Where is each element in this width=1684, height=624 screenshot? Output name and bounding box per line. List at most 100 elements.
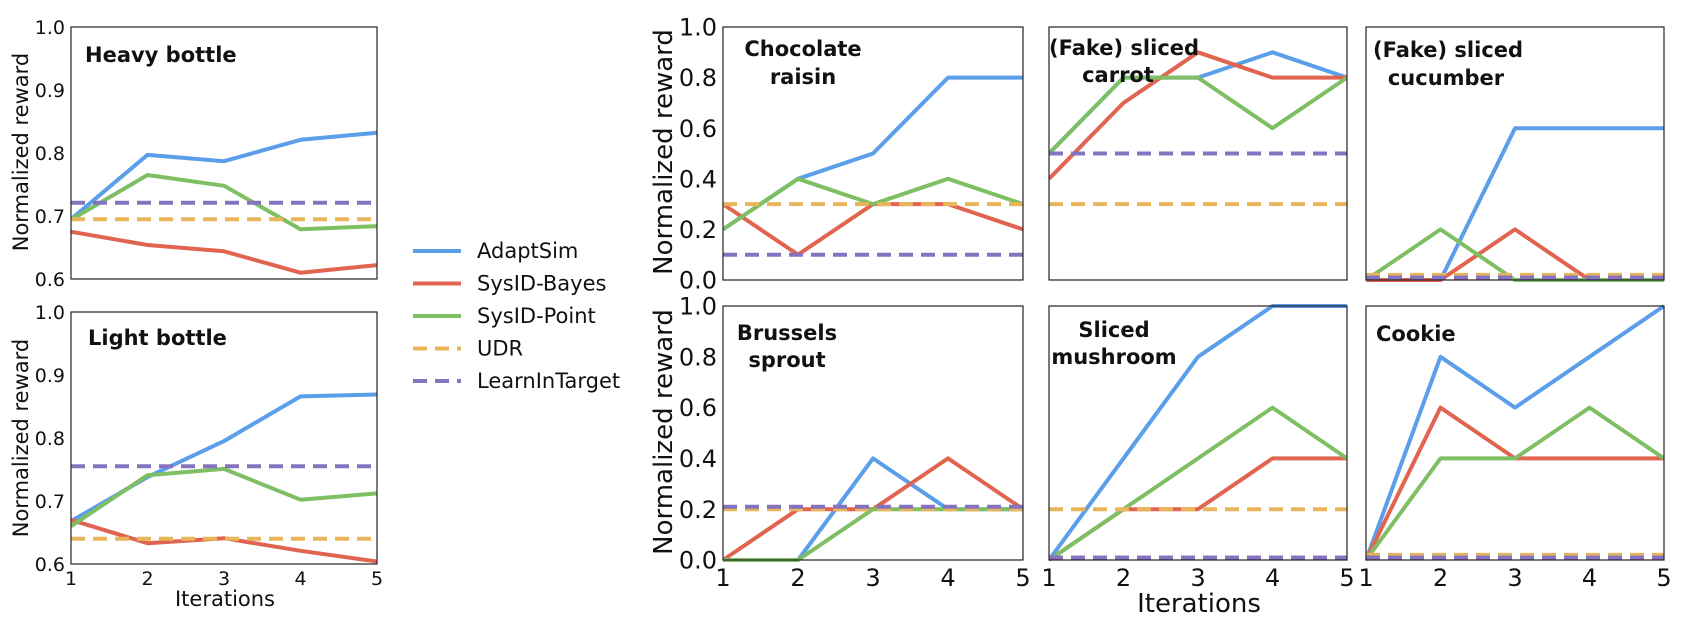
panel-title: Chocolate [744, 37, 861, 61]
x-tick-label: 2 [790, 564, 805, 592]
x-tick-label: 2 [141, 568, 153, 590]
left-bottom-ylabel: Normalized reward [9, 339, 33, 538]
y-tick-label: 0.8 [35, 428, 65, 450]
y-tick-label: 1.0 [35, 17, 65, 39]
plot-frame [1048, 305, 1348, 561]
x-tick-label: 1 [1041, 564, 1056, 592]
legend-label: UDR [477, 337, 523, 361]
series-line-adaptsim [1366, 304, 1664, 561]
series-group [723, 75, 1023, 257]
y-tick-label: 1.0 [679, 293, 717, 321]
series-line-sysid-bayes [71, 517, 377, 564]
legend-label: LearnInTarget [477, 369, 620, 393]
chart-panel: 0.6 0.7 0.8 0.9 1.0 Heavy bottle [35, 17, 378, 291]
panel-title: Heavy bottle [85, 43, 237, 67]
panel-title: Cookie [1376, 322, 1456, 346]
plot-frame [1365, 305, 1665, 561]
x-tick-label: 3 [1190, 564, 1205, 592]
x-tick-label: 4 [294, 568, 306, 590]
series-line-sysid-bayes [71, 229, 377, 275]
chart-panel: (Fake) sliced cucumber [1365, 26, 1665, 282]
x-tick-label: 2 [1116, 564, 1131, 592]
y-tick-label: 1.0 [679, 14, 717, 42]
y-tick-label: 0.7 [35, 491, 65, 513]
y-tick-label: 0.4 [679, 445, 717, 473]
chart-panel: 0.0 0.2 0.4 0.6 0.8 1.0 Chocolate raisin [679, 14, 1024, 295]
y-tick-label: 0.8 [679, 343, 717, 371]
y-tick-label: 1.0 [35, 302, 65, 324]
y-tick-label: 0.6 [679, 115, 717, 143]
y-tick-label: 0.2 [679, 216, 717, 244]
y-tick-label: 0.6 [679, 394, 717, 422]
x-tick-label: 5 [1339, 564, 1354, 592]
x-tick-label: 4 [1582, 564, 1597, 592]
y-tick-label: 0.4 [679, 165, 717, 193]
y-tick-label: 0.2 [679, 496, 717, 524]
x-tick-label: 5 [1656, 564, 1671, 592]
x-tick-label: 5 [1015, 564, 1030, 592]
y-tick-label: 0.6 [35, 554, 65, 576]
plot-frame [70, 311, 378, 565]
x-tick-label: 3 [865, 564, 880, 592]
panel-title: mushroom [1051, 345, 1176, 369]
panel-title: Light bottle [88, 326, 227, 350]
panel-title: Sliced [1078, 318, 1149, 342]
legend-label: SysID-Bayes [477, 272, 606, 296]
legend: AdaptSim SysID-Bayes SysID-Point UDR LearnIn… [413, 239, 620, 393]
panel-title: cucumber [1388, 66, 1505, 90]
x-tick-label: 3 [218, 568, 230, 590]
y-tick-label: 0.9 [35, 365, 65, 387]
series-group [1049, 50, 1347, 207]
right-bottom-ylabel: Normalized reward [649, 309, 679, 555]
chart-panel: (Fake) sliced carrot [1048, 26, 1348, 281]
plot-frame [1048, 26, 1348, 281]
x-tick-label: 2 [1433, 564, 1448, 592]
x-tick-label: 4 [940, 564, 955, 592]
panel-title: (Fake) sliced [1049, 36, 1199, 60]
panel-title: carrot [1082, 63, 1154, 87]
chart-panel: 1 2 3 4 5 Cookie [1358, 304, 1672, 592]
chart-panel: 0.6 0.7 0.8 0.9 1.0 1 2 3 4 5 Light bottle [35, 302, 383, 590]
panel-title: (Fake) sliced [1373, 38, 1523, 62]
series-line-sysid-point [1366, 405, 1664, 562]
legend-label: SysID-Point [477, 304, 596, 328]
y-tick-label: 0.9 [35, 80, 65, 102]
series-line-sysid-point [71, 173, 377, 232]
x-tick-label: 1 [65, 568, 77, 590]
plot-frame [722, 26, 1024, 281]
panel-title: raisin [770, 65, 836, 89]
chart-panels: 0.6 0.7 0.8 0.9 1.0 Heavy bottle 0.6 0.7 0.8 0.9 1… [35, 14, 1672, 592]
right-top-ylabel: Normalized reward [649, 29, 679, 275]
x-tick-label: 5 [371, 568, 383, 590]
series-line-sysid-point [71, 466, 377, 528]
left-top-ylabel: Normalized reward [9, 53, 33, 252]
series-line-sysid-point [723, 176, 1023, 232]
plot-frame [1365, 26, 1665, 281]
plot-frame [70, 26, 378, 280]
y-tick-label: 0.6 [35, 269, 65, 291]
y-tick-label: 0.8 [35, 143, 65, 165]
y-tick-label: 0.0 [679, 267, 717, 295]
left-xlabel: Iterations [175, 587, 275, 611]
x-tick-label: 4 [1265, 564, 1280, 592]
y-tick-label: 0.8 [679, 64, 717, 92]
legend-label: AdaptSim [477, 239, 578, 263]
panel-title: Brussels [737, 321, 837, 345]
x-tick-label: 1 [1358, 564, 1373, 592]
series-line-sysid-point [1049, 405, 1347, 562]
plot-frame [722, 305, 1024, 561]
chart-panel: 0.0 0.2 0.4 0.6 0.8 1.0 1 2 3 4 5 Brussels sprout [679, 293, 1031, 592]
right-xlabel: Iterations [1137, 589, 1261, 619]
series-line-sysid-point [1049, 75, 1347, 155]
panel-title: sprout [748, 348, 825, 372]
series-line-sysid-bayes [1049, 50, 1347, 181]
series-line-adaptsim [71, 130, 377, 221]
series-group [71, 392, 377, 564]
x-tick-label: 3 [1507, 564, 1522, 592]
chart-panel: 1 2 3 4 5 Sliced mushroom [1041, 304, 1355, 592]
y-tick-label: 0.0 [679, 547, 717, 575]
x-tick-label: 1 [715, 564, 730, 592]
series-group [1366, 304, 1664, 562]
y-tick-label: 0.7 [35, 206, 65, 228]
